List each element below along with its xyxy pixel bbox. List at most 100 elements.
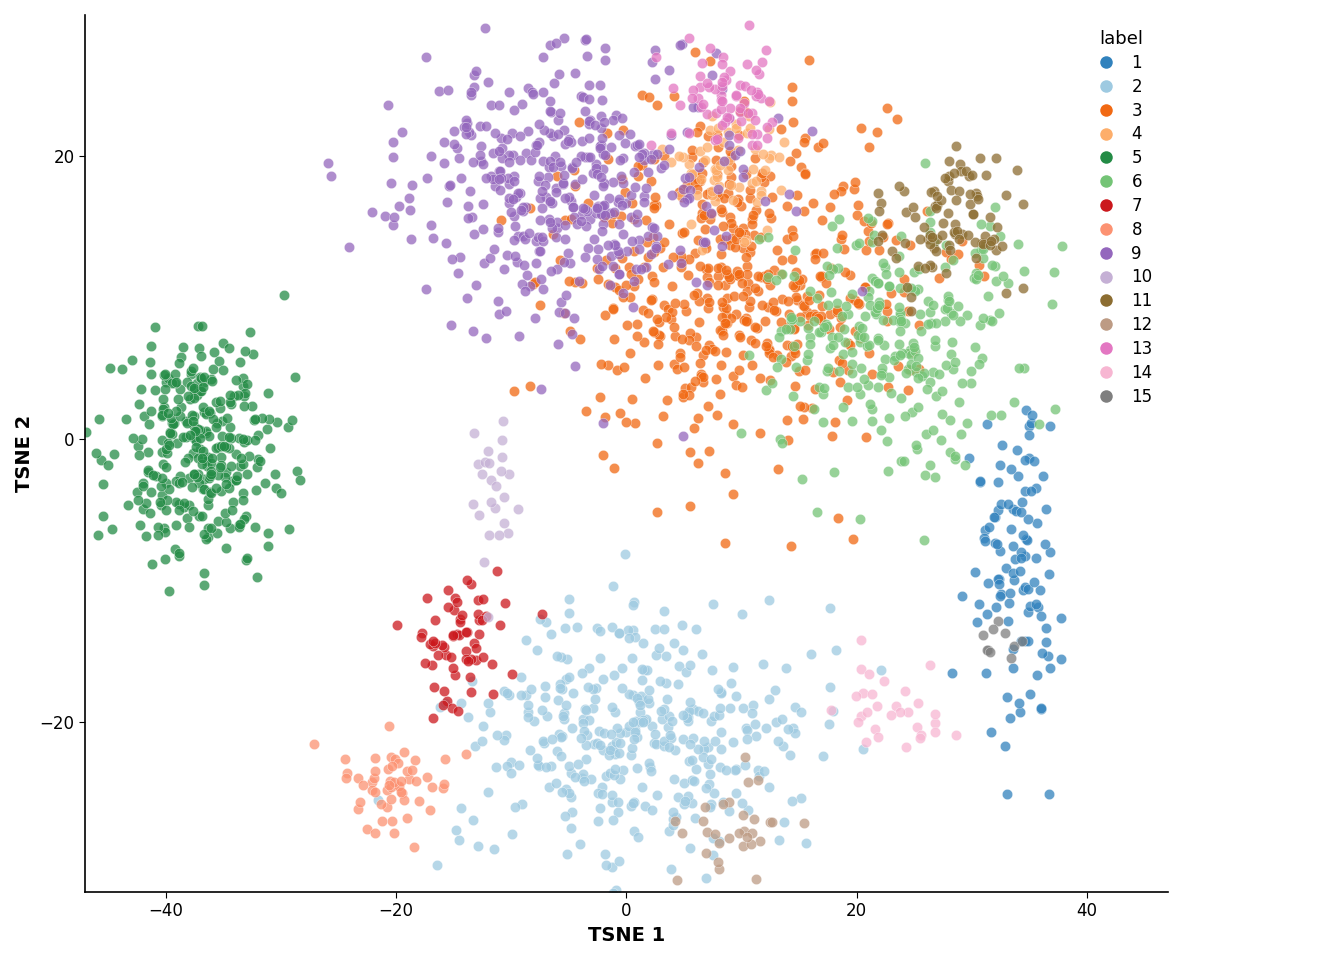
3: [641, 291, 663, 306]
13: [757, 119, 778, 134]
1: [988, 572, 1009, 588]
3: [700, 184, 722, 200]
6: [906, 365, 927, 380]
3: [688, 411, 710, 426]
5: [285, 370, 306, 385]
7: [446, 627, 468, 642]
1: [999, 595, 1020, 611]
5: [161, 411, 183, 426]
9: [640, 152, 661, 167]
4: [727, 142, 749, 157]
3: [633, 334, 655, 349]
9: [457, 115, 478, 131]
11: [974, 228, 996, 244]
9: [700, 205, 722, 221]
2: [636, 662, 657, 678]
3: [716, 290, 738, 305]
5: [140, 338, 161, 353]
1: [1009, 705, 1031, 720]
9: [497, 170, 519, 185]
2: [765, 714, 786, 730]
5: [190, 369, 211, 384]
5: [126, 485, 148, 500]
5: [245, 519, 266, 535]
7: [445, 667, 466, 683]
3: [710, 247, 731, 262]
7: [445, 590, 466, 606]
3: [602, 301, 624, 317]
3: [739, 293, 761, 308]
9: [594, 53, 616, 68]
3: [723, 220, 745, 235]
5: [165, 367, 187, 382]
6: [937, 293, 958, 308]
12: [738, 775, 759, 790]
2: [775, 660, 797, 676]
2: [605, 882, 626, 898]
11: [886, 250, 907, 265]
6: [895, 365, 917, 380]
9: [626, 206, 648, 222]
1: [986, 503, 1008, 518]
3: [637, 305, 659, 321]
5: [153, 399, 175, 415]
3: [770, 314, 792, 329]
8: [348, 770, 370, 785]
3: [929, 270, 950, 285]
9: [633, 194, 655, 209]
2: [722, 734, 743, 750]
13: [750, 91, 771, 107]
7: [423, 679, 445, 694]
3: [745, 150, 766, 165]
9: [672, 181, 694, 197]
2: [573, 715, 594, 731]
6: [981, 257, 1003, 273]
6: [824, 465, 845, 480]
1: [1023, 574, 1044, 589]
5: [168, 475, 190, 491]
3: [698, 294, 719, 309]
5: [168, 503, 190, 518]
9: [501, 126, 523, 141]
2: [653, 733, 675, 749]
2: [708, 708, 730, 723]
1: [985, 599, 1007, 614]
3: [597, 358, 618, 373]
5: [157, 435, 179, 450]
9: [552, 167, 574, 182]
3: [718, 185, 739, 201]
2: [668, 658, 689, 673]
3: [698, 398, 719, 414]
4: [743, 142, 765, 157]
5: [237, 467, 258, 482]
9: [421, 148, 442, 163]
9: [508, 328, 530, 344]
6: [867, 276, 888, 291]
3: [669, 349, 691, 365]
2: [680, 694, 702, 709]
3: [732, 240, 754, 255]
2: [749, 768, 770, 783]
9: [591, 179, 613, 194]
3: [684, 166, 706, 181]
1: [1019, 686, 1040, 702]
7: [442, 660, 464, 675]
9: [489, 164, 511, 180]
5: [103, 446, 125, 462]
12: [704, 827, 726, 842]
5: [228, 430, 250, 445]
11: [966, 188, 988, 204]
3: [679, 325, 700, 341]
10: [473, 555, 495, 570]
5: [250, 453, 271, 468]
5: [233, 371, 254, 386]
5: [159, 481, 180, 496]
5: [233, 388, 254, 403]
3: [681, 149, 703, 164]
5: [161, 426, 183, 442]
3: [720, 169, 742, 184]
2: [700, 713, 722, 729]
3: [590, 356, 612, 372]
11: [981, 233, 1003, 249]
2: [501, 827, 523, 842]
